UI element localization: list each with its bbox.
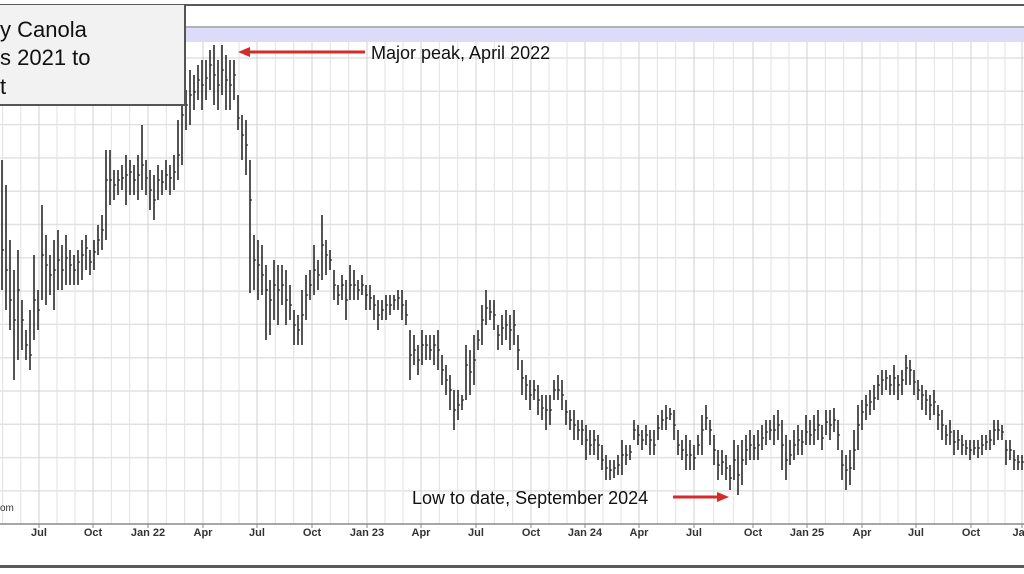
x-tick-label: Jan 23	[349, 527, 385, 539]
x-tick-label: Oct	[743, 527, 763, 539]
x-tick-label: Oct	[961, 527, 981, 539]
x-tick-label: Apr	[411, 527, 431, 539]
x-tick-label: Jan 25	[789, 527, 825, 539]
title-line-1: y Canola	[0, 17, 87, 42]
x-tick-label: Jul	[686, 527, 702, 539]
ohlc-bars	[1, 45, 1024, 495]
low-arrow-head-icon	[717, 492, 729, 502]
x-tick-label: Apr	[852, 527, 872, 539]
x-axis-ticks	[38, 524, 1023, 528]
title-line-3: t	[0, 74, 7, 99]
frame-bottom-border	[0, 565, 1024, 568]
x-tick-label: Apr	[193, 527, 213, 539]
x-tick-label: Oct	[83, 527, 103, 539]
x-tick-label: Oct	[302, 527, 322, 539]
x-tick-label: Jul	[31, 527, 47, 539]
chart-title-box: y Canola s 2021 to t	[0, 5, 186, 106]
frame-top-border	[0, 4, 1024, 6]
x-tick-label: Jan 24	[567, 527, 603, 539]
x-tick-label: Jul	[908, 527, 924, 539]
annotation-arrows	[238, 47, 729, 502]
x-tick-label: Jul	[249, 527, 265, 539]
source-credit: om	[0, 503, 14, 514]
grid-lines	[0, 28, 1024, 524]
x-tick-label: Jan 22	[130, 527, 166, 539]
peak-arrow-head-icon	[238, 47, 250, 57]
low-annotation: Low to date, September 2024	[412, 488, 649, 508]
peak-annotation: Major peak, April 2022	[371, 43, 551, 63]
top-shaded-band	[186, 28, 1024, 42]
x-tick-label: Oct	[521, 527, 541, 539]
x-tick-label: Apr	[629, 527, 649, 539]
title-line-2: s 2021 to	[0, 45, 91, 70]
x-tick-label: Jul	[468, 527, 484, 539]
x-tick-label: Jan	[1012, 527, 1024, 539]
